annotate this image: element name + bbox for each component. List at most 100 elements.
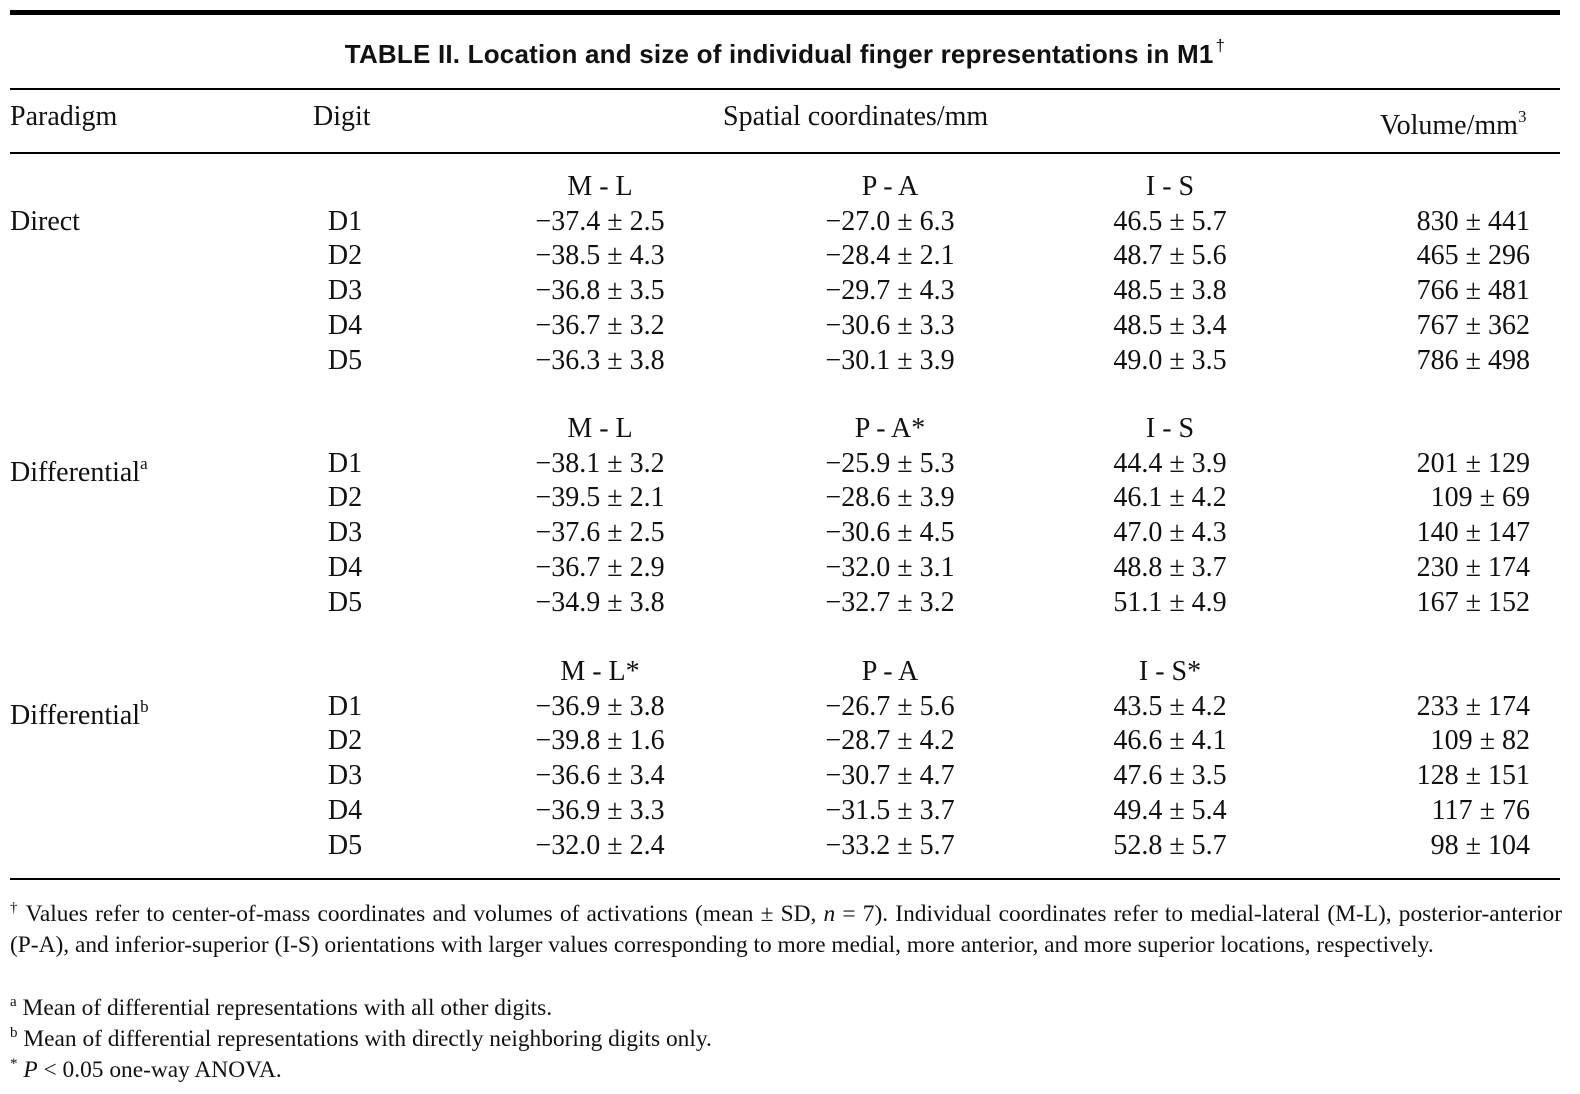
header-paradigm: Paradigm <box>10 101 118 132</box>
table-cell-vol: 767 ± 362 <box>1416 309 1530 341</box>
table-cell-is: 48.5 ± 3.4 <box>1113 309 1227 341</box>
table-cell-vol: 230 ± 174 <box>1416 551 1530 583</box>
table-cell-vol: 830 ± 441 <box>1416 205 1530 237</box>
table-cell-vol: 167 ± 152 <box>1416 586 1530 618</box>
table-cell-pa: −31.5 ± 3.7 <box>825 794 955 826</box>
paradigm-footnote-mark: a <box>140 453 148 473</box>
paradigm-footnote-mark: b <box>140 696 149 716</box>
header-volume-text: Volume/mm <box>1380 110 1518 141</box>
table-cell-digit: D5 <box>327 829 363 861</box>
table-cell-digit: D1 <box>327 690 363 722</box>
axis-subheader: I - S <box>1145 171 1195 202</box>
table-cell-ml: −36.9 ± 3.3 <box>535 794 665 826</box>
table-cell-is: 44.4 ± 3.9 <box>1113 447 1227 479</box>
paradigm-label: Direct <box>10 205 80 239</box>
footnote-star: * P < 0.05 one-way ANOVA. <box>10 1049 1562 1086</box>
table-cell-is: 51.1 ± 4.9 <box>1113 586 1227 618</box>
axis-subheader: I - S <box>1145 413 1195 444</box>
table-cell-pa: −26.7 ± 5.6 <box>825 690 955 722</box>
table-cell-is: 47.0 ± 4.3 <box>1113 517 1227 549</box>
table-cell-is: 46.5 ± 5.7 <box>1113 205 1227 237</box>
footnote-dagger-text-b: = 7). Individual coordinates refer to me… <box>10 901 1562 958</box>
footnote-a-mark: a <box>10 994 17 1010</box>
table-cell-ml: −36.3 ± 3.8 <box>535 344 665 376</box>
paradigm-name: Differential <box>10 699 141 731</box>
table-cell-digit: D4 <box>327 551 363 583</box>
table-cell-digit: D1 <box>327 447 363 479</box>
axis-subheader: M - L <box>567 413 633 444</box>
table-cell-digit: D3 <box>327 275 363 307</box>
table-cell-ml: −38.5 ± 4.3 <box>535 240 665 272</box>
table-cell-is: 46.6 ± 4.1 <box>1113 725 1227 757</box>
table-cell-pa: −29.7 ± 4.3 <box>825 275 955 307</box>
footnote-dagger: † Values refer to center-of-mass coordin… <box>10 893 1562 961</box>
table-cell-ml: −39.8 ± 1.6 <box>535 725 665 757</box>
table-cell-pa: −30.1 ± 3.9 <box>825 344 955 376</box>
axis-subheader: P - A* <box>854 413 926 444</box>
table-cell-vol: 766 ± 481 <box>1416 275 1530 307</box>
table-cell-pa: −32.0 ± 3.1 <box>825 551 955 583</box>
table-cell-ml: −37.4 ± 2.5 <box>535 205 665 237</box>
footnote-dagger-text-a: Values refer to center-of-mass coordinat… <box>18 901 824 927</box>
table-cell-ml: −37.6 ± 2.5 <box>535 517 665 549</box>
table-cell-vol: 786 ± 498 <box>1416 344 1530 376</box>
header-digit: Digit <box>313 101 371 132</box>
table-cell-is: 52.8 ± 5.7 <box>1113 829 1227 861</box>
table-cell-ml: −34.9 ± 3.8 <box>535 586 665 618</box>
axis-subheader: P - A <box>861 171 919 202</box>
title-dagger-mark: † <box>1215 36 1226 55</box>
table-cell-pa: −25.9 ± 5.3 <box>825 447 955 479</box>
table-cell-digit: D5 <box>327 344 363 376</box>
axis-subheader: P - A <box>861 656 919 687</box>
footnote-star-mark: * <box>10 1056 18 1072</box>
table-cell-vol: 140 ± 147 <box>1416 517 1530 549</box>
paradigm-label: Differentialb <box>10 690 149 733</box>
footnote-a: a Mean of differential representations w… <box>10 987 1562 1024</box>
table-cell-digit: D2 <box>327 725 363 757</box>
table-cell-vol: 233 ± 174 <box>1416 690 1530 722</box>
table-cell-ml: −36.9 ± 3.8 <box>535 690 665 722</box>
table-cell-vol: 109 ± 82 <box>1430 725 1530 757</box>
footnote-n-symbol: n <box>823 901 836 927</box>
table-cell-digit: D2 <box>327 482 363 514</box>
table-cell-digit: D1 <box>327 205 363 237</box>
paradigm-label: Differentiala <box>10 447 148 490</box>
table-cell-is: 47.6 ± 3.5 <box>1113 760 1227 792</box>
table-cell-ml: −32.0 ± 2.4 <box>535 829 665 861</box>
table-cell-digit: D3 <box>327 760 363 792</box>
header-bottom-rule <box>10 152 1560 154</box>
table-cell-pa: −30.6 ± 4.5 <box>825 517 955 549</box>
table-cell-pa: −30.7 ± 4.7 <box>825 760 955 792</box>
table-cell-pa: −28.4 ± 2.1 <box>825 240 955 272</box>
paradigm-name: Direct <box>10 205 80 237</box>
table-cell-ml: −38.1 ± 3.2 <box>535 447 665 479</box>
header-spatial-coordinates: Spatial coordinates/mm <box>723 101 989 132</box>
footnote-star-text: < 0.05 one-way ANOVA. <box>37 1057 282 1083</box>
axis-subheader: M - L <box>567 171 633 202</box>
table-cell-is: 48.8 ± 3.7 <box>1113 551 1227 583</box>
table-cell-vol: 465 ± 296 <box>1416 240 1530 272</box>
table-cell-digit: D3 <box>327 517 363 549</box>
table-cell-pa: −28.7 ± 4.2 <box>825 725 955 757</box>
table-cell-is: 48.7 ± 5.6 <box>1113 240 1227 272</box>
table-cell-pa: −28.6 ± 3.9 <box>825 482 955 514</box>
table-cell-ml: −36.8 ± 3.5 <box>535 275 665 307</box>
table-cell-digit: D2 <box>327 240 363 272</box>
table-title: TABLE II. Location and size of individua… <box>10 36 1560 70</box>
table-cell-ml: −39.5 ± 2.1 <box>535 482 665 514</box>
footnote-b-text: Mean of differential representations wit… <box>17 1026 712 1052</box>
table-cell-vol: 117 ± 76 <box>1431 794 1530 826</box>
table-cell-is: 46.1 ± 4.2 <box>1113 482 1227 514</box>
footnote-b: b Mean of differential representations w… <box>10 1018 1562 1055</box>
table-cell-digit: D4 <box>327 309 363 341</box>
top-rule <box>10 10 1560 15</box>
table-cell-vol: 109 ± 69 <box>1430 482 1530 514</box>
table-cell-digit: D4 <box>327 794 363 826</box>
table-cell-ml: −36.7 ± 3.2 <box>535 309 665 341</box>
table-cell-pa: −27.0 ± 6.3 <box>825 205 955 237</box>
table-cell-is: 49.4 ± 5.4 <box>1113 794 1227 826</box>
header-volume: Volume/mm3 <box>1380 100 1526 143</box>
table-cell-is: 48.5 ± 3.8 <box>1113 275 1227 307</box>
footnote-a-text: Mean of differential representations wit… <box>16 995 553 1021</box>
table-cell-is: 49.0 ± 3.5 <box>1113 344 1227 376</box>
